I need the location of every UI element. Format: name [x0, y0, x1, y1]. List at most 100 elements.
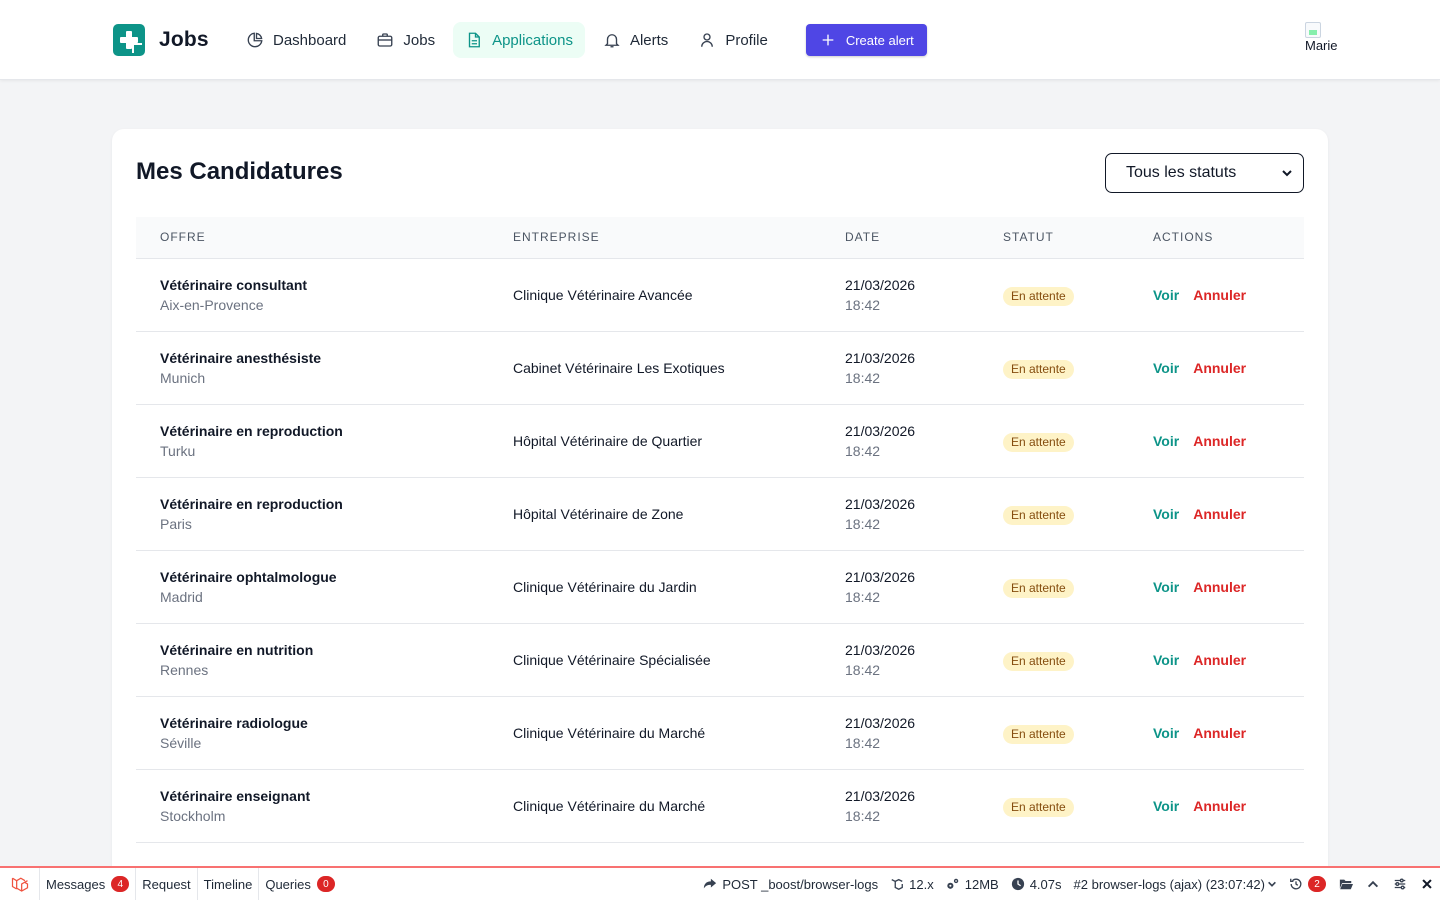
cancel-button[interactable]: Annuler	[1193, 797, 1247, 814]
avatar[interactable]: Marie	[1305, 22, 1343, 56]
request-select-value: #2 browser-logs (ajax) (23:07:42)	[1073, 876, 1265, 892]
laravel-logo-icon[interactable]	[0, 868, 40, 900]
cancel-button[interactable]: Annuler	[1193, 286, 1247, 303]
actions-cell: Voir Annuler	[1129, 477, 1304, 550]
debug-bar: Messages 4 Request Timeline Queries 0 PO…	[0, 866, 1440, 900]
briefcase-icon	[377, 33, 393, 47]
actions-cell: Voir Annuler	[1129, 769, 1304, 842]
version-value: 12.x	[909, 876, 934, 892]
date-cell: 21/03/2026 18:42	[821, 550, 979, 623]
application-date: 21/03/2026	[845, 349, 916, 366]
view-button[interactable]: Voir	[1153, 286, 1180, 303]
table-row: Vétérinaire enseignant Stockholm Clinique …	[136, 769, 1304, 842]
job-title[interactable]: Vétérinaire en reproduction	[160, 495, 343, 512]
job-title[interactable]: Vétérinaire en nutrition	[160, 641, 314, 658]
minimize-button[interactable]	[1359, 868, 1386, 900]
view-button[interactable]: Voir	[1153, 797, 1180, 814]
debug-tab-request[interactable]: Request	[136, 868, 198, 900]
date-cell: 21/03/2026 18:42	[821, 769, 979, 842]
debug-tab-timeline[interactable]: Timeline	[198, 868, 260, 900]
nav-item-alerts[interactable]: Alerts	[591, 22, 680, 58]
date-cell: 21/03/2026 18:42	[821, 623, 979, 696]
nav-item-label: Jobs	[403, 31, 436, 49]
view-button[interactable]: Voir	[1153, 724, 1180, 741]
status-filter-select[interactable]: Tous les statuts	[1105, 153, 1304, 193]
view-button[interactable]: Voir	[1153, 432, 1180, 449]
application-date: 21/03/2026	[845, 568, 916, 585]
main-nav: Dashboard Jobs Applications Alerts Profi…	[234, 22, 927, 58]
duration-info: 4.07s	[1005, 868, 1068, 900]
job-city: Turku	[160, 442, 196, 459]
job-title[interactable]: Vétérinaire en reproduction	[160, 422, 343, 439]
column-header-offre: OFFRE	[136, 217, 489, 259]
date-cell: 21/03/2026 18:42	[821, 331, 979, 404]
status-cell: En attente	[979, 404, 1129, 477]
cancel-button[interactable]: Annuler	[1193, 432, 1247, 449]
debug-tab-label: Messages	[46, 876, 106, 892]
status-cell: En attente	[979, 331, 1129, 404]
open-folder-button[interactable]	[1332, 868, 1359, 900]
view-button[interactable]: Voir	[1153, 359, 1180, 376]
application-time: 18:42	[845, 588, 881, 605]
history-info[interactable]: 2	[1283, 868, 1332, 900]
date-cell: 21/03/2026 18:42	[821, 477, 979, 550]
nav-item-applications[interactable]: Applications	[453, 22, 585, 58]
job-title[interactable]: Vétérinaire anesthésiste	[160, 349, 322, 366]
company-cell: Clinique Vétérinaire du Jardin	[489, 550, 821, 623]
job-title[interactable]: Vétérinaire ophtalmologue	[160, 568, 337, 585]
date-cell: 21/03/2026 18:42	[821, 258, 979, 331]
view-button[interactable]: Voir	[1153, 578, 1180, 595]
close-debugbar-button[interactable]	[1413, 868, 1440, 900]
create-alert-button[interactable]: Create alert	[805, 24, 927, 56]
cancel-button[interactable]: Annuler	[1193, 359, 1247, 376]
nav-item-label: Applications	[492, 31, 573, 49]
debug-tab-messages[interactable]: Messages 4	[40, 868, 137, 900]
company-name: Clinique Vétérinaire Avancée	[513, 286, 693, 303]
company-name: Hôpital Vétérinaire de Zone	[513, 505, 684, 522]
actions-cell: Voir Annuler	[1129, 623, 1304, 696]
offer-cell: Vétérinaire en nutrition Rennes	[136, 623, 489, 696]
offer-cell: Vétérinaire enseignant Stockholm	[136, 769, 489, 842]
cancel-button[interactable]: Annuler	[1193, 724, 1247, 741]
history-count-badge: 2	[1308, 876, 1326, 892]
avatar-alt-text: Marie	[1305, 38, 1338, 53]
actions-cell: Voir Annuler	[1129, 258, 1304, 331]
nav-item-jobs[interactable]: Jobs	[364, 22, 447, 58]
nav-item-profile[interactable]: Profile	[686, 22, 780, 58]
status-badge: En attente	[1003, 506, 1074, 525]
dashboard-icon	[247, 32, 263, 48]
debug-tab-label: Queries	[265, 876, 311, 892]
job-city: Rennes	[160, 661, 209, 678]
table-header-row: OFFRE ENTREPRISE DATE STATUT ACTIONS	[136, 217, 1304, 259]
application-time: 18:42	[845, 442, 881, 459]
memory-value: 12MB	[964, 876, 999, 892]
settings-button[interactable]	[1386, 868, 1413, 900]
job-city: Paris	[160, 515, 192, 532]
job-title[interactable]: Vétérinaire enseignant	[160, 787, 311, 804]
application-time: 18:42	[845, 734, 881, 751]
status-cell: En attente	[979, 769, 1129, 842]
nav-item-dashboard[interactable]: Dashboard	[234, 22, 358, 58]
view-button[interactable]: Voir	[1153, 651, 1180, 668]
cogs-icon	[947, 878, 958, 889]
status-badge: En attente	[1003, 798, 1074, 817]
status-cell: En attente	[979, 550, 1129, 623]
debug-tab-queries[interactable]: Queries 0	[259, 868, 341, 900]
request-history-select[interactable]: #2 browser-logs (ajax) (23:07:42)	[1068, 868, 1283, 900]
brand[interactable]: Jobs	[113, 24, 209, 56]
view-button[interactable]: Voir	[1153, 505, 1180, 522]
job-title[interactable]: Vétérinaire consultant	[160, 276, 308, 293]
column-header-entreprise: ENTREPRISE	[489, 217, 821, 259]
close-icon	[1421, 879, 1432, 889]
cancel-button[interactable]: Annuler	[1193, 578, 1247, 595]
nav-item-label: Profile	[725, 31, 768, 49]
company-name: Clinique Vétérinaire Spécialisée	[513, 651, 711, 668]
plus-icon	[822, 34, 834, 46]
cancel-button[interactable]: Annuler	[1193, 505, 1247, 522]
status-badge: En attente	[1003, 725, 1074, 744]
actions-cell: Voir Annuler	[1129, 404, 1304, 477]
column-header-date: DATE	[821, 217, 979, 259]
job-title[interactable]: Vétérinaire radiologue	[160, 714, 308, 731]
cancel-button[interactable]: Annuler	[1193, 651, 1247, 668]
application-date: 21/03/2026	[845, 495, 916, 512]
